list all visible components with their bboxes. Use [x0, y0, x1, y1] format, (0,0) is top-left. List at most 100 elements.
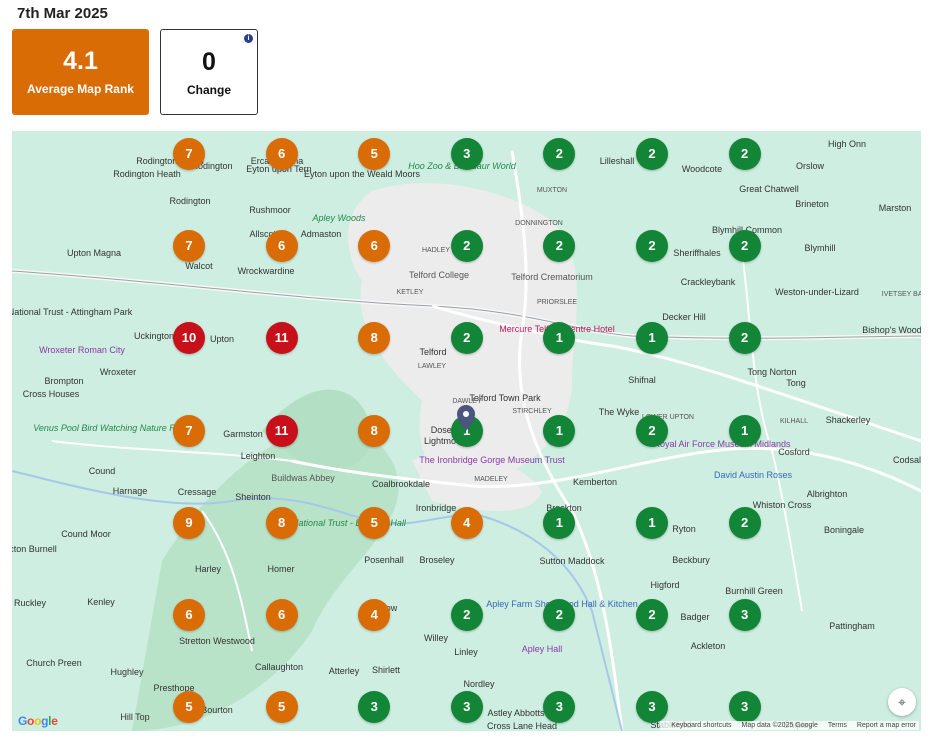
place-label: LOWER UPTON	[642, 414, 694, 421]
rank-marker[interactable]: 8	[358, 322, 391, 355]
place-label: Albrighton	[806, 489, 848, 499]
place-label: Wroxeter Roman City	[39, 345, 125, 355]
rank-marker[interactable]: 7	[173, 138, 205, 170]
rank-marker[interactable]: 2	[543, 138, 576, 170]
rank-marker[interactable]: 9	[173, 506, 205, 539]
rank-marker[interactable]: 3	[728, 599, 761, 631]
place-label: Cross Houses	[22, 389, 80, 399]
place-label: Beckbury	[672, 555, 710, 565]
rank-marker[interactable]: 1	[543, 414, 576, 447]
rank-marker[interactable]: 2	[728, 138, 761, 170]
place-label: Homer	[267, 564, 295, 574]
report-map-error-link[interactable]: Report a map error	[856, 722, 916, 729]
place-label: Harnage	[112, 486, 148, 496]
rank-marker[interactable]: 1	[543, 506, 576, 539]
rank-marker[interactable]: 6	[265, 230, 298, 263]
rank-marker[interactable]: 2	[450, 599, 483, 631]
rank-marker[interactable]: 3	[728, 691, 761, 724]
rank-marker[interactable]: 3	[543, 691, 576, 724]
rank-marker[interactable]: 3	[636, 691, 668, 724]
rank-marker[interactable]: 4	[450, 506, 483, 539]
rank-marker[interactable]: 5	[173, 691, 205, 724]
rank-marker[interactable]: 7	[173, 414, 205, 447]
place-label: Ryton	[672, 524, 696, 534]
place-label: Great Chatwell	[739, 184, 799, 194]
info-icon[interactable]: i	[244, 34, 253, 43]
locate-icon[interactable]: ⌖	[888, 688, 916, 716]
rank-marker[interactable]: 3	[450, 138, 483, 170]
rank-marker[interactable]: 2	[450, 230, 483, 263]
rank-marker[interactable]: 5	[358, 506, 391, 539]
place-label: Garmston	[223, 429, 263, 439]
place-label: Shirlett	[371, 665, 401, 675]
place-label: Bourton	[201, 705, 233, 715]
place-label: Telford Town Park	[469, 393, 541, 403]
rank-marker[interactable]: 8	[358, 414, 391, 447]
place-label: Leighton	[240, 451, 276, 461]
place-label: Eyton upon the Weald Moors	[304, 169, 420, 179]
place-label: Stretton Westwood	[179, 636, 255, 646]
rank-marker[interactable]: 2	[543, 230, 576, 263]
average-rank-value: 4.1	[63, 47, 98, 75]
rank-marker[interactable]: 11	[265, 414, 298, 447]
rank-marker[interactable]: 2	[543, 599, 576, 631]
place-label: David Austin Roses	[713, 470, 793, 480]
rank-marker[interactable]: 5	[265, 691, 298, 724]
rank-marker[interactable]: 1	[728, 414, 761, 447]
rank-marker[interactable]: 1	[636, 506, 668, 539]
rank-marker[interactable]: 5	[358, 138, 391, 170]
place-label: Burnhill Green	[725, 586, 783, 596]
rank-marker[interactable]: 7	[173, 230, 205, 263]
rank-marker[interactable]: 11	[265, 322, 298, 355]
place-label: Whiston Cross	[752, 500, 812, 510]
place-label: KILHALL	[779, 418, 809, 425]
place-label: Blymhill Common	[711, 225, 783, 235]
rank-marker[interactable]: 10	[173, 322, 205, 355]
rank-marker[interactable]: 2	[636, 414, 668, 447]
rank-marker[interactable]: 4	[358, 599, 391, 631]
rank-marker[interactable]: 1	[543, 322, 576, 355]
rank-marker[interactable]: 6	[265, 138, 298, 170]
rank-marker[interactable]: 6	[358, 230, 391, 263]
rank-map[interactable]: High Onn Rodington Heath Eyton upon the We…	[12, 131, 921, 731]
rank-marker[interactable]: 2	[636, 599, 668, 631]
rank-marker[interactable]: 3	[450, 691, 483, 724]
place-label: Shifnal	[628, 375, 656, 385]
place-label: Kemberton	[572, 477, 618, 487]
rank-marker[interactable]: 2	[636, 138, 668, 170]
rank-marker[interactable]: 6	[265, 599, 298, 631]
rank-marker[interactable]: 8	[265, 506, 298, 539]
terms-link[interactable]: Terms	[827, 722, 847, 729]
place-label: DAWLEY	[452, 398, 482, 405]
map-data-text: Map data ©2025 Google	[741, 722, 818, 729]
place-label: Ackleton	[690, 641, 726, 651]
place-label: Ironbridge	[415, 503, 457, 513]
place-label: Posenhall	[364, 555, 404, 565]
location-pin-icon[interactable]	[457, 405, 475, 431]
place-label: Woodcote	[681, 164, 723, 174]
rank-marker[interactable]: 2	[728, 322, 761, 355]
rank-marker[interactable]: 6	[173, 599, 205, 631]
place-label: Apley Woods	[312, 213, 366, 223]
place-label: Codsall	[892, 455, 921, 465]
report-date: 7th Mar 2025	[17, 5, 108, 22]
place-label: Higford	[650, 580, 680, 590]
google-logo: Google	[18, 714, 58, 728]
place-label: Walcot	[185, 261, 213, 271]
place-label: Rodington	[169, 196, 211, 206]
rank-marker[interactable]: 2	[636, 230, 668, 263]
rank-marker[interactable]: 2	[450, 322, 483, 355]
place-label: Rodington Heath	[136, 156, 204, 166]
place-label: Brineton	[795, 199, 829, 209]
place-label: Telford	[419, 347, 447, 357]
keyboard-shortcuts-link[interactable]: Keyboard shortcuts	[671, 722, 732, 729]
place-label: Hill Top	[120, 712, 150, 722]
place-label: Lightmoor	[423, 436, 465, 446]
rank-marker[interactable]: 2	[728, 506, 761, 539]
rank-marker[interactable]: 3	[358, 691, 391, 724]
rank-marker[interactable]: 2	[728, 230, 761, 263]
rank-marker[interactable]: 1	[636, 322, 668, 355]
place-label: PRIORSLEE	[536, 299, 578, 306]
place-label: Doseley	[430, 425, 464, 435]
place-label: The Ironbridge Gorge Museum Trust	[419, 455, 565, 465]
